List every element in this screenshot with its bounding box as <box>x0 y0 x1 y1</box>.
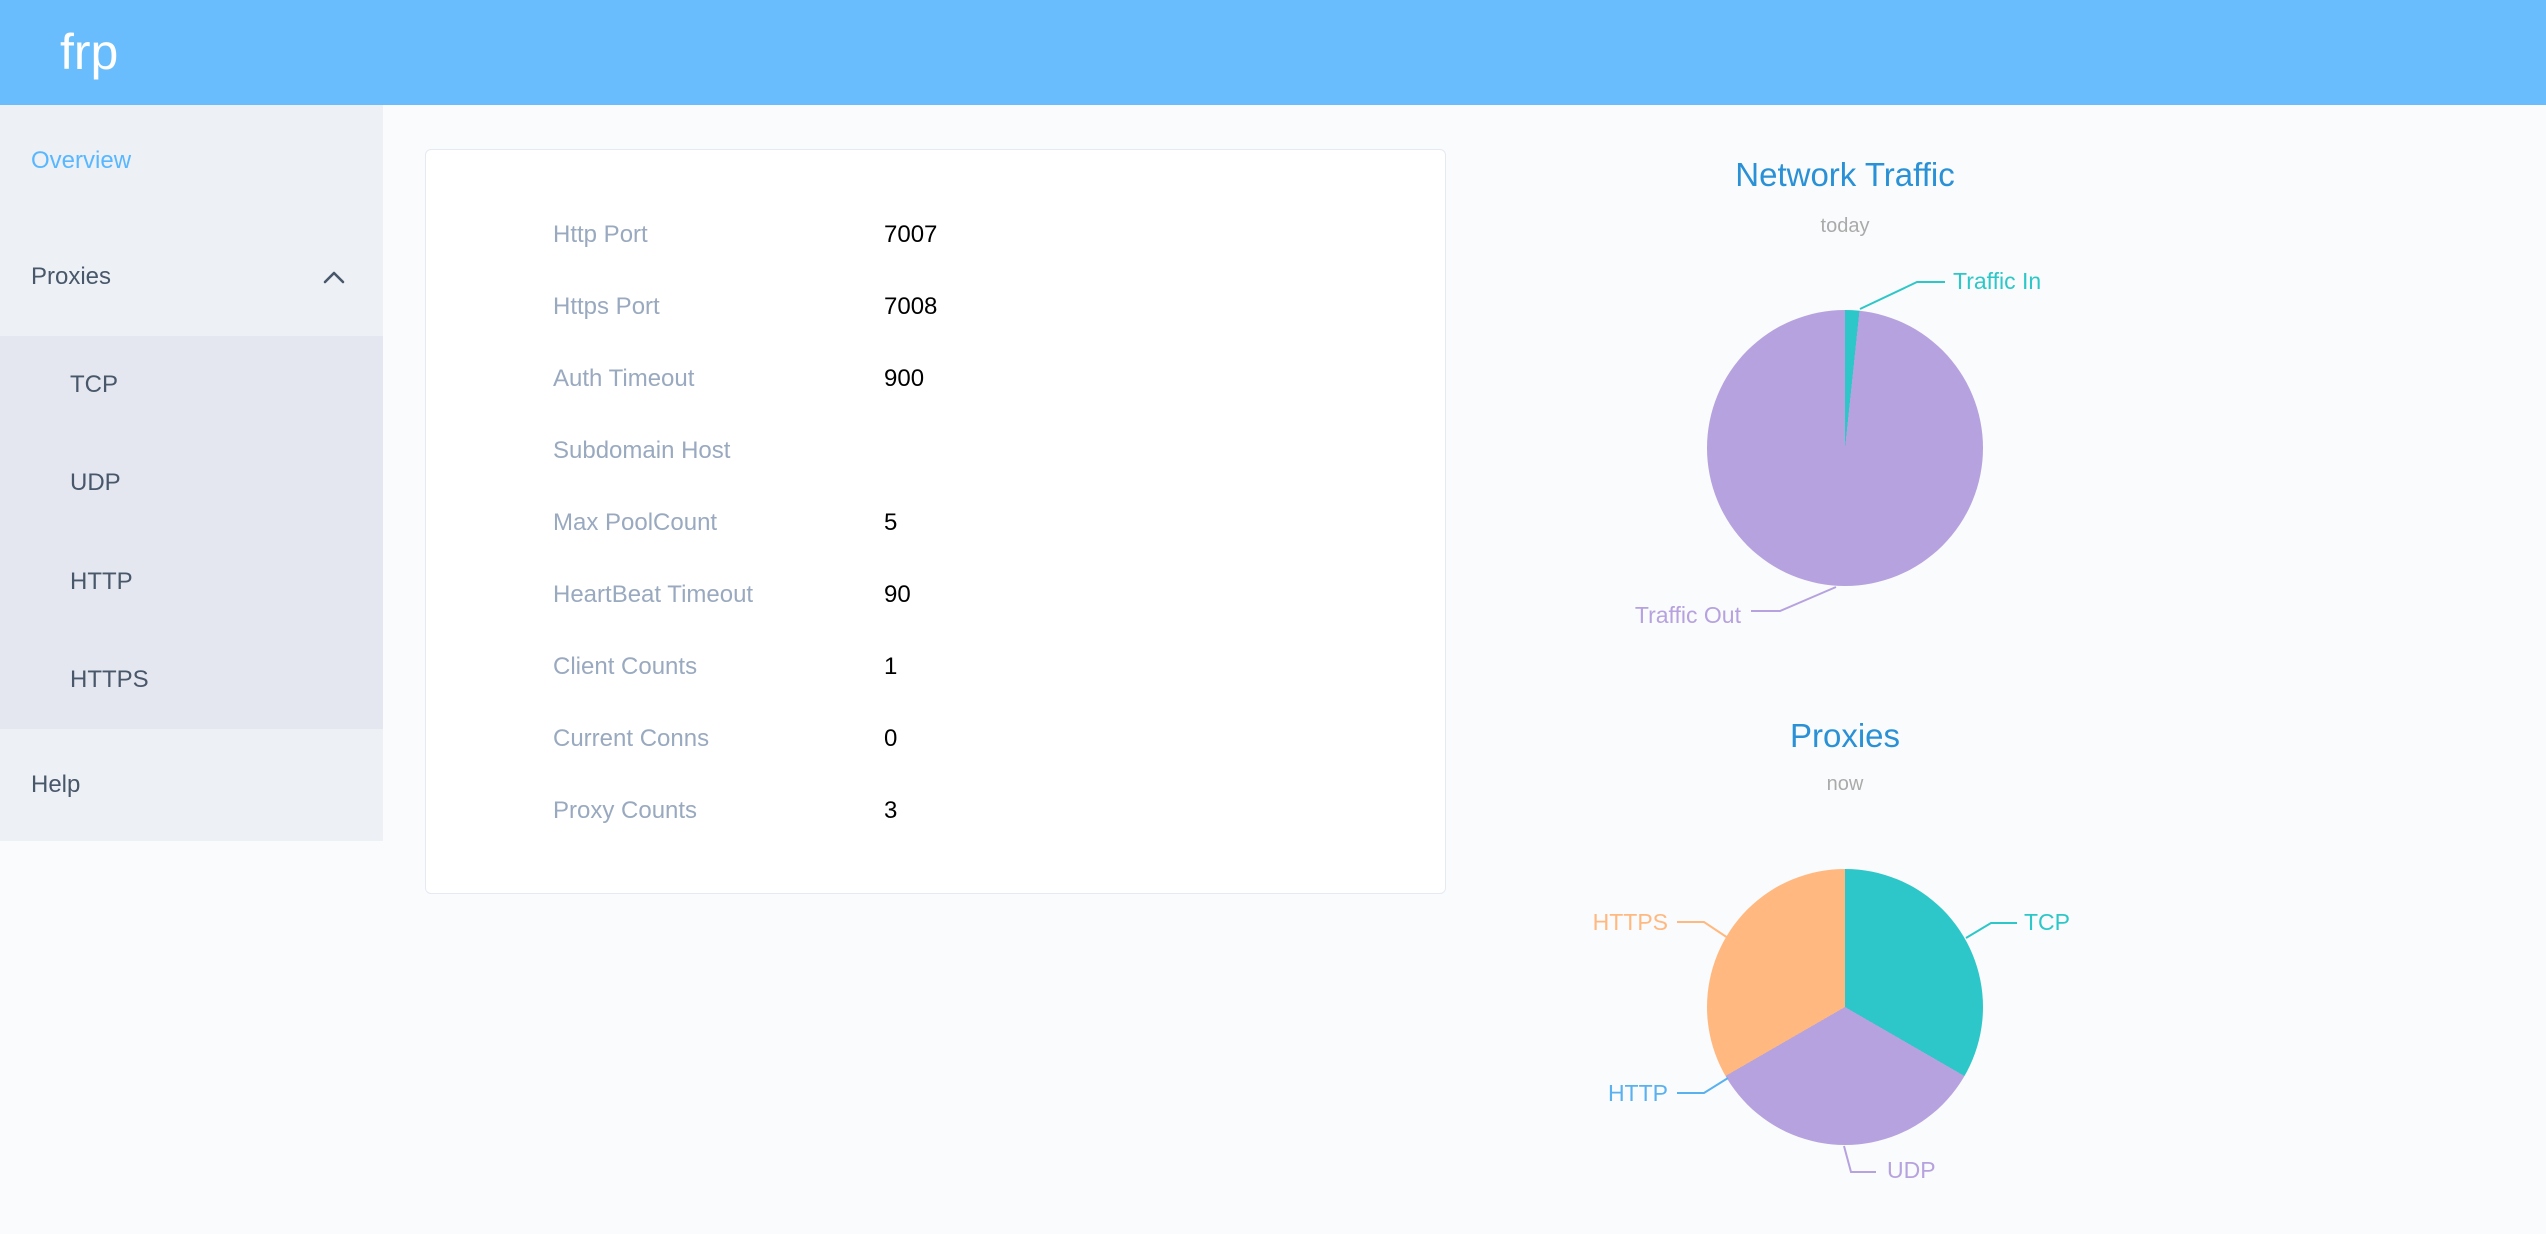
info-row-current-conns: Current Conns 0 <box>426 703 1445 775</box>
info-row-heartbeat-timeout: HeartBeat Timeout 90 <box>426 559 1445 631</box>
info-label: Current Conns <box>553 725 710 752</box>
app-header: frp <box>0 0 2546 105</box>
info-value: 5 <box>884 509 898 536</box>
tcp-label: TCP <box>2024 909 2070 935</box>
sidebar-item-help-label: Help <box>31 771 81 798</box>
info-label: Client Counts <box>553 653 698 680</box>
info-row-http-port: Http Port 7007 <box>426 199 1445 271</box>
sidebar-item-https[interactable]: HTTPS <box>0 631 383 729</box>
sidebar-item-tcp[interactable]: TCP <box>0 336 383 434</box>
traffic-in-label: Traffic In <box>1953 268 2042 294</box>
proxies-chart-title: Proxies <box>1789 717 1901 754</box>
info-row-client-counts: Client Counts 1 <box>426 631 1445 703</box>
info-label: Subdomain Host <box>553 437 731 464</box>
info-value: 3 <box>884 797 898 824</box>
info-label: HeartBeat Timeout <box>553 581 754 608</box>
proxies-label-lines <box>1677 921 2017 1173</box>
info-label: Https Port <box>553 293 660 320</box>
network-traffic-pie <box>1707 310 1983 586</box>
tcp-label-line <box>1965 922 2017 939</box>
sidebar-item-overview-label: Overview <box>31 147 132 174</box>
sidebar-item-overview[interactable]: Overview <box>0 105 383 217</box>
info-label: Proxy Counts <box>553 797 698 824</box>
chevron-up-icon <box>323 271 345 283</box>
sidebar-item-tcp-label: TCP <box>70 371 118 398</box>
sidebar: Overview Proxies TCP UDP HTTP HTTPS Help <box>0 105 383 841</box>
sidebar-item-http-label: HTTP <box>70 567 133 595</box>
network-traffic-chart-title: Network Traffic <box>1735 156 1955 193</box>
info-row-proxy-counts: Proxy Counts 3 <box>426 775 1445 847</box>
http-label: HTTP <box>1607 1080 1668 1106</box>
sidebar-submenu-proxies: TCP UDP HTTP HTTPS <box>0 336 383 729</box>
app-logo: frp <box>60 24 119 80</box>
info-value: 7008 <box>884 293 938 320</box>
sidebar-item-udp-label: UDP <box>70 469 121 496</box>
udp-label: UDP <box>1887 1157 1936 1183</box>
proxies-chart-subtitle: now <box>1826 773 1864 795</box>
proxies-pie <box>1707 869 1983 1145</box>
server-info-list: Http Port 7007 Https Port 7008 Auth Time… <box>426 150 1445 847</box>
traffic-in-label-line <box>1859 281 1945 310</box>
server-info-card: Http Port 7007 Https Port 7008 Auth Time… <box>425 149 1446 894</box>
http-label-line <box>1677 1077 1729 1094</box>
info-value: 7007 <box>884 221 938 248</box>
info-value: 90 <box>884 581 911 608</box>
network-traffic-chart-subtitle: today <box>1820 215 1870 237</box>
info-row-max-poolcount: Max PoolCount 5 <box>426 487 1445 559</box>
sidebar-item-http[interactable]: HTTP <box>0 532 383 631</box>
info-value: 1 <box>884 653 898 680</box>
https-label-line <box>1677 921 1729 939</box>
info-row-subdomain-host: Subdomain Host <box>426 415 1445 487</box>
sidebar-item-https-label: HTTPS <box>70 666 149 693</box>
network-traffic-label-lines <box>1751 281 1945 612</box>
sidebar-item-proxies-label: Proxies <box>31 262 112 290</box>
info-row-https-port: Https Port 7008 <box>426 271 1445 343</box>
info-row-auth-timeout: Auth Timeout 900 <box>426 343 1445 415</box>
info-value: 0 <box>884 725 898 752</box>
https-label: HTTPS <box>1592 909 1668 935</box>
info-label: Http Port <box>553 221 648 248</box>
traffic-out-label: Traffic Out <box>1634 602 1741 628</box>
sidebar-item-proxies[interactable]: Proxies <box>0 217 383 336</box>
info-label: Auth Timeout <box>553 365 695 392</box>
info-value: 900 <box>884 365 925 392</box>
udp-label-line <box>1843 1145 1876 1173</box>
sidebar-item-udp[interactable]: UDP <box>0 434 383 532</box>
traffic-out-label-line <box>1751 586 1837 612</box>
info-label: Max PoolCount <box>553 509 718 536</box>
sidebar-item-help[interactable]: Help <box>0 729 383 841</box>
